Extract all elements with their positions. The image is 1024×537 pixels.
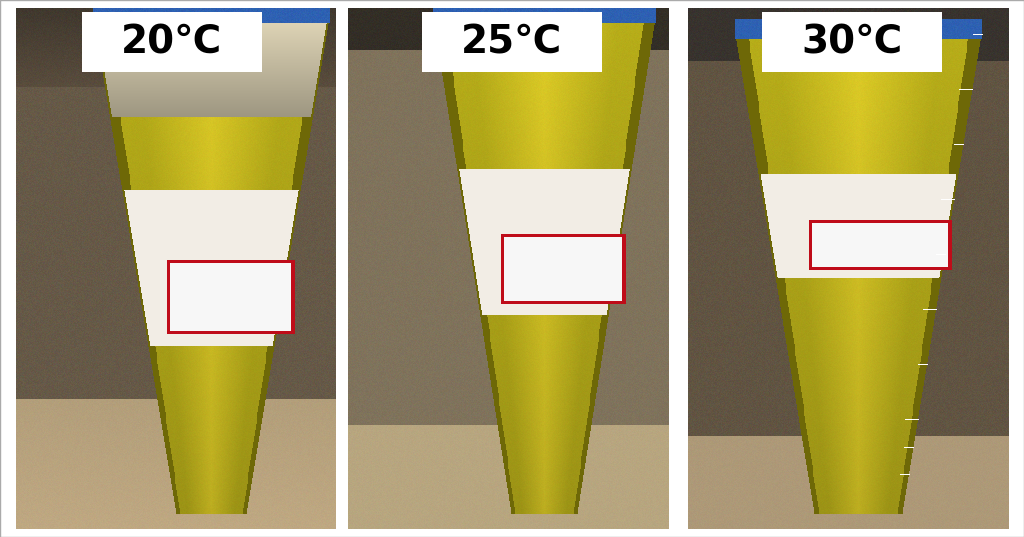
Bar	[676, 0, 688, 537]
Text: 20℃: 20℃	[122, 23, 222, 61]
Bar	[336, 0, 348, 537]
Bar	[82, 12, 262, 72]
Text: 25℃: 25℃	[462, 23, 562, 61]
Text: 30℃: 30℃	[802, 23, 902, 61]
Bar	[762, 12, 942, 72]
Bar	[422, 12, 602, 72]
